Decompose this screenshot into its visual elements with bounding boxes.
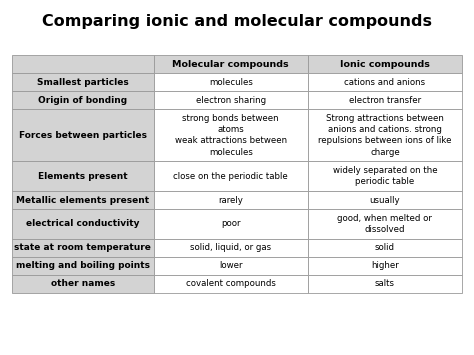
Bar [308, 73, 462, 91]
Text: Strong attractions between
anions and cations. strong
repulsions between ions of: Strong attractions between anions and ca… [318, 114, 452, 157]
Bar [154, 275, 308, 293]
Text: Elements present: Elements present [38, 172, 128, 181]
Bar [154, 55, 308, 73]
Text: solid, liquid, or gas: solid, liquid, or gas [190, 243, 271, 252]
Text: strong bonds between
atoms
weak attractions between
molecules: strong bonds between atoms weak attracti… [174, 114, 287, 157]
Bar [12, 91, 154, 109]
Text: Metallic elements present: Metallic elements present [16, 196, 149, 204]
Bar [154, 257, 308, 275]
Text: close on the periodic table: close on the periodic table [173, 172, 288, 181]
Text: Origin of bonding: Origin of bonding [38, 96, 128, 105]
Bar [308, 257, 462, 275]
Text: Forces between particles: Forces between particles [19, 131, 147, 140]
Text: Ionic compounds: Ionic compounds [340, 60, 430, 69]
Text: widely separated on the
periodic table: widely separated on the periodic table [333, 166, 437, 186]
Text: covalent compounds: covalent compounds [186, 279, 276, 288]
Text: state at room temperature: state at room temperature [14, 243, 151, 252]
Text: poor: poor [221, 219, 240, 228]
Bar [154, 209, 308, 239]
Bar [12, 109, 154, 162]
Bar [154, 73, 308, 91]
Bar [154, 162, 308, 191]
Bar [12, 257, 154, 275]
Bar [12, 162, 154, 191]
Text: rarely: rarely [218, 196, 243, 204]
Text: melting and boiling points: melting and boiling points [16, 261, 150, 270]
Text: higher: higher [371, 261, 399, 270]
Text: Smallest particles: Smallest particles [37, 78, 128, 87]
Text: Molecular compounds: Molecular compounds [173, 60, 289, 69]
Text: electron sharing: electron sharing [196, 96, 266, 105]
Bar [308, 275, 462, 293]
Bar [12, 239, 154, 257]
Text: good, when melted or
dissolved: good, when melted or dissolved [337, 214, 432, 234]
Bar [12, 191, 154, 209]
Text: salts: salts [375, 279, 395, 288]
Bar [308, 91, 462, 109]
Bar [12, 55, 154, 73]
Text: molecules: molecules [209, 78, 253, 87]
Text: usually: usually [370, 196, 400, 204]
Bar [154, 239, 308, 257]
Text: Comparing ionic and molecular compounds: Comparing ionic and molecular compounds [42, 14, 432, 29]
Text: lower: lower [219, 261, 242, 270]
Bar [308, 191, 462, 209]
Bar [308, 239, 462, 257]
Bar [308, 109, 462, 162]
Bar [308, 162, 462, 191]
Bar [12, 275, 154, 293]
Text: solid: solid [375, 243, 395, 252]
Text: cations and anions: cations and anions [345, 78, 426, 87]
Text: electrical conductivity: electrical conductivity [26, 219, 139, 228]
Bar [154, 109, 308, 162]
Bar [308, 209, 462, 239]
Bar [154, 191, 308, 209]
Bar [154, 91, 308, 109]
Text: other names: other names [51, 279, 115, 288]
Bar [12, 73, 154, 91]
Bar [308, 55, 462, 73]
Bar [12, 209, 154, 239]
Text: electron transfer: electron transfer [349, 96, 421, 105]
